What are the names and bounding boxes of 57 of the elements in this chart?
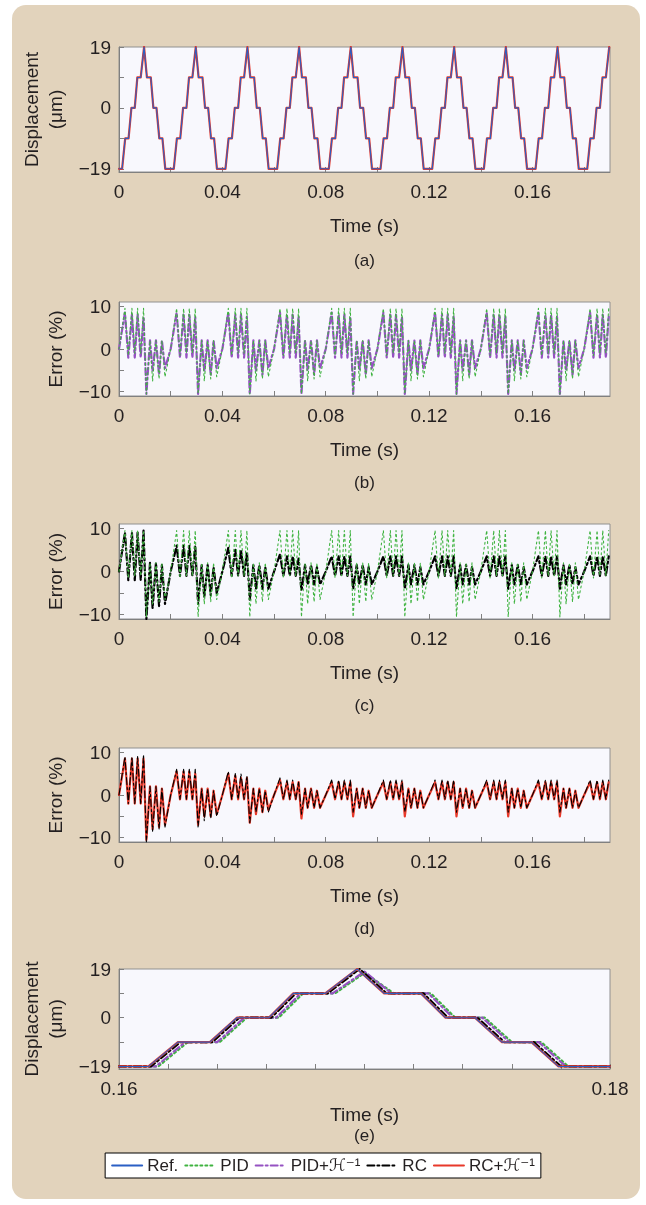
x-tick-label: 0 — [113, 181, 125, 202]
x-tick-label: 0.04 — [203, 405, 242, 426]
x-tick-label: 0.12 — [410, 628, 448, 649]
y-tick-label: −19 — [78, 1055, 111, 1077]
y-tick-label: 0 — [100, 784, 111, 806]
legend-label: PID+ℋ⁻¹ — [290, 1156, 361, 1175]
y-tick-label: 10 — [89, 295, 111, 317]
x-axis-title: Time (s) — [330, 662, 399, 683]
text: (b) — [354, 473, 375, 492]
x-tick-label: 0.16 — [100, 1078, 138, 1099]
y-axis-title: Error (%) — [44, 532, 66, 611]
y-tick-label: 10 — [89, 741, 111, 763]
legend-label: Ref. — [147, 1156, 179, 1175]
x-tick-label: 0.08 — [307, 628, 345, 649]
x-tick-label: 0.16 — [513, 851, 551, 872]
y-tick-label: 0 — [100, 561, 111, 582]
x-tick-label: 0.12 — [410, 851, 448, 872]
text: (d) — [354, 919, 375, 938]
text: (e) — [354, 1126, 375, 1145]
legend-label: RC — [402, 1156, 427, 1175]
y-tick-label: −19 — [78, 158, 111, 180]
text: (c) — [354, 696, 375, 715]
x-tick-label: 0.16 — [513, 181, 551, 202]
x-tick-label: 0 — [113, 405, 125, 426]
y-tick-label: 10 — [89, 517, 111, 539]
y-axis-title: Displacement (μm) — [21, 51, 67, 168]
y-tick-label: 19 — [89, 36, 111, 58]
x-tick-label: 0.18 — [591, 1078, 629, 1099]
y-tick-label: 0 — [100, 338, 111, 360]
y-tick-label: −10 — [78, 604, 111, 626]
x-tick-label: 0.16 — [513, 405, 551, 426]
y-tick-label: −10 — [78, 381, 111, 403]
y-tick-label: 0 — [100, 97, 111, 119]
x-axis-title: Time (s) — [330, 439, 399, 460]
x-tick-label: 0.12 — [410, 405, 448, 426]
legend-label: RC+ℋ⁻¹ — [468, 1156, 536, 1175]
x-axis-title: Time (s) — [330, 215, 399, 236]
y-tick-label: −10 — [78, 827, 111, 849]
x-tick-label: 0.12 — [410, 181, 448, 202]
x-tick-label: 0 — [113, 628, 125, 649]
x-axis-title: Time (s) — [330, 1104, 399, 1125]
y-axis-title: Error (%) — [44, 310, 66, 388]
y-tick-label: 0 — [100, 1007, 111, 1029]
text: (a) — [354, 251, 375, 270]
y-axis-title: Displacement (μm) — [21, 960, 67, 1077]
x-axis-title: Time (s) — [330, 885, 399, 906]
legend-label: PID — [220, 1156, 249, 1175]
y-tick-label: 19 — [89, 958, 111, 980]
x-tick-label: 0.08 — [307, 405, 345, 426]
x-tick-label: 0.04 — [203, 628, 242, 649]
x-tick-label: 0.04 — [203, 851, 242, 872]
x-tick-label: 0.16 — [513, 628, 551, 649]
x-tick-label: 0.08 — [307, 181, 345, 202]
y-axis-title: Error (%) — [44, 756, 66, 834]
x-tick-label: 0 — [113, 851, 125, 872]
x-tick-label: 0.08 — [307, 851, 345, 872]
x-tick-label: 0.04 — [203, 181, 242, 202]
